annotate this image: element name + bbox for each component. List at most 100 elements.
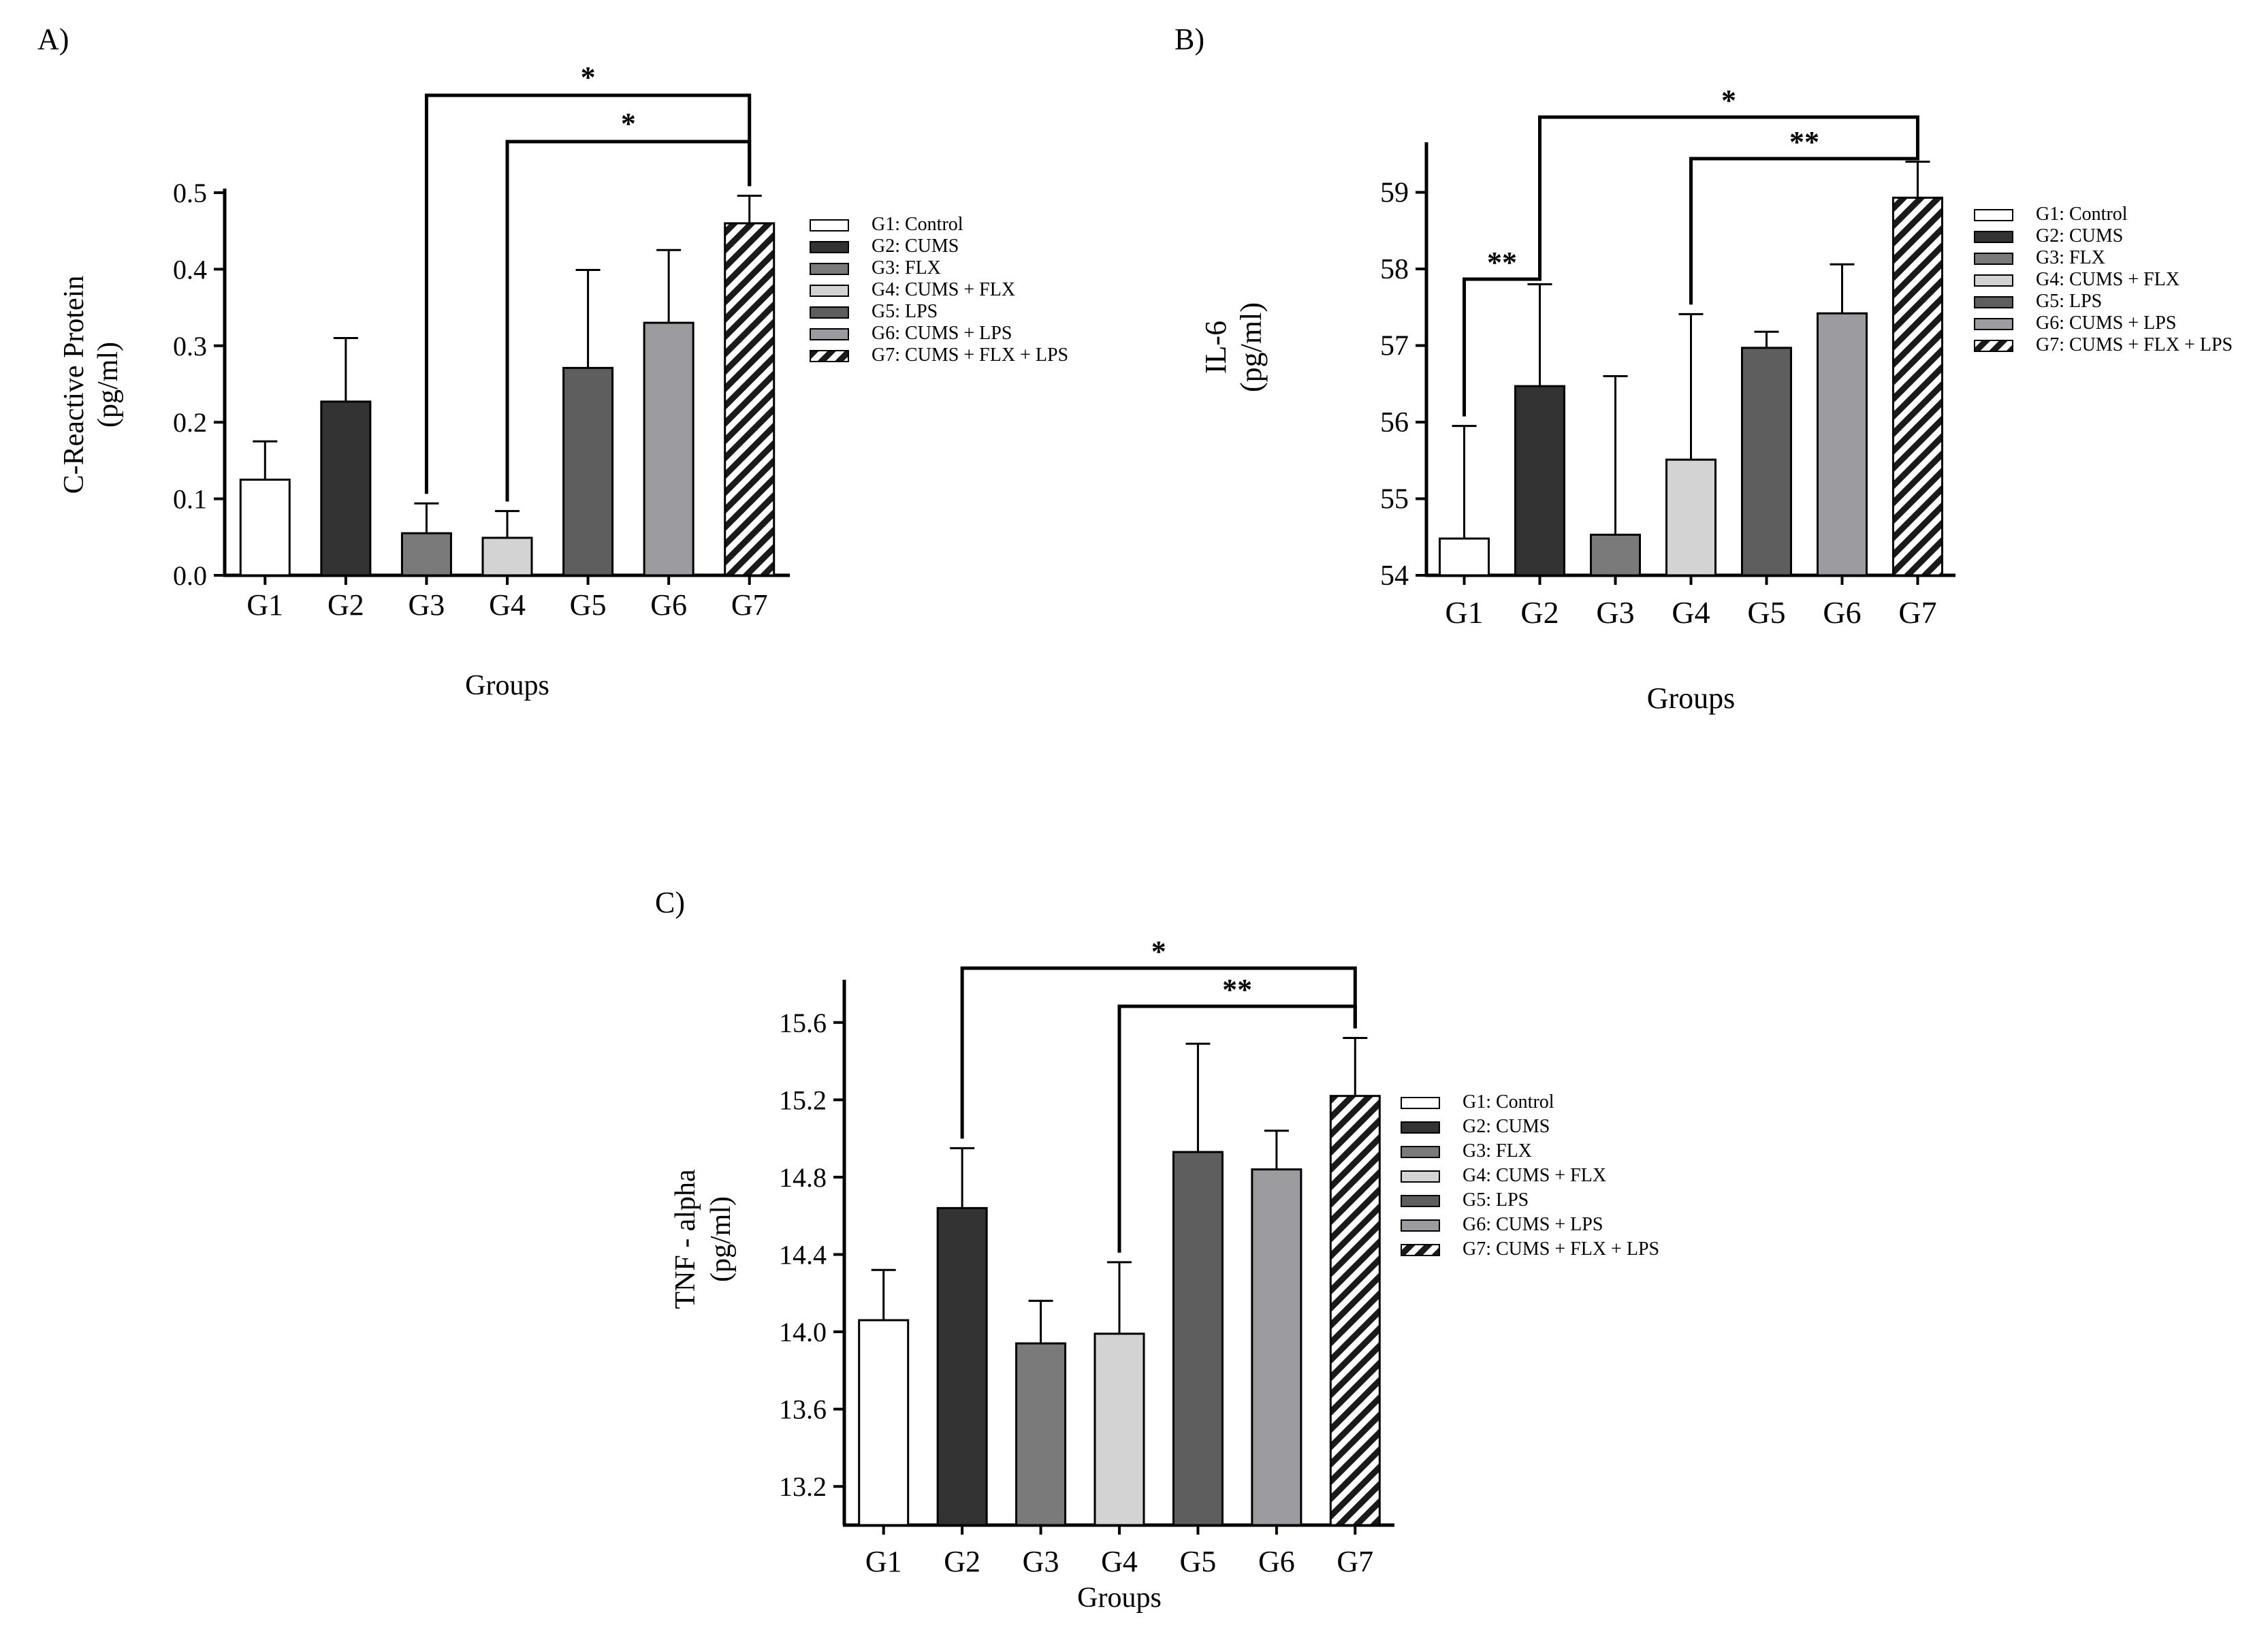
legend-label: G6: CUMS + LPS bbox=[872, 323, 1012, 344]
bar-g5 bbox=[1172, 1151, 1224, 1526]
y-tick-label: 56 bbox=[1380, 407, 1409, 438]
y-tick-label: 14.4 bbox=[779, 1240, 827, 1270]
significance-marker: * bbox=[1721, 84, 1736, 117]
panel-a-chart: A) 0.0 0.1 0.2 0.3 0.4 0.5 G1 G2 G3 G4 G5 G6 G7 Groups… bbox=[37, 22, 1068, 701]
y-tick-label: 0.0 bbox=[173, 560, 207, 591]
x-tick-label: G6 bbox=[1258, 1545, 1295, 1578]
y-tick-label: 0.3 bbox=[173, 331, 207, 362]
x-tick-label: G4 bbox=[489, 588, 526, 622]
x-tick-label: G2 bbox=[1520, 595, 1559, 630]
significance-bracket bbox=[1117, 1004, 1357, 1253]
x-tick-label: G2 bbox=[944, 1545, 980, 1578]
x-tick-label: G3 bbox=[1596, 595, 1634, 630]
legend-label: G6: CUMS + LPS bbox=[1463, 1214, 1603, 1235]
legend-label: G2: CUMS bbox=[1463, 1116, 1550, 1137]
bar-g5 bbox=[562, 366, 614, 577]
legend-label: G7: CUMS + FLX + LPS bbox=[872, 345, 1068, 366]
legend-swatch-g6 bbox=[810, 328, 849, 340]
legend-swatch-g5 bbox=[810, 306, 849, 319]
x-tick-label: G3 bbox=[1023, 1545, 1059, 1578]
bar-g7 bbox=[1329, 1095, 1381, 1526]
legend-label: G1: Control bbox=[872, 214, 963, 235]
panel-c-chart: C) 13.2 13.6 14.0 14.4 14.8 15.2 15.6 G1 G2 G3 G4 G5… bbox=[655, 886, 1659, 1614]
significance-bracket bbox=[505, 140, 752, 502]
legend-swatch-g4 bbox=[1974, 274, 2013, 287]
bar-g1 bbox=[239, 479, 291, 577]
panel-label: B) bbox=[1175, 22, 1204, 56]
bar-g3 bbox=[1015, 1342, 1067, 1526]
x-tick-label: G6 bbox=[650, 588, 687, 622]
x-tick-label: G5 bbox=[1747, 595, 1785, 630]
x-tick-label: G5 bbox=[1180, 1545, 1217, 1578]
x-axis-title: Groups bbox=[1077, 1582, 1162, 1614]
legend-label: G6: CUMS + LPS bbox=[2036, 313, 2176, 334]
legend-label: G2: CUMS bbox=[2036, 225, 2123, 246]
bar-g7 bbox=[724, 222, 776, 577]
x-tick-label: G7 bbox=[1898, 595, 1936, 630]
x-tick-label: G2 bbox=[328, 588, 364, 622]
x-tick-label: G1 bbox=[1445, 595, 1483, 630]
significance-bracket bbox=[1463, 274, 1542, 417]
significance-marker: * bbox=[621, 107, 636, 140]
y-tick-label: 54 bbox=[1380, 560, 1409, 592]
y-tick-label: 13.6 bbox=[779, 1394, 827, 1425]
panel-label: C) bbox=[655, 886, 685, 919]
y-tick-label: 15.2 bbox=[779, 1085, 827, 1115]
legend-label: G4: CUMS + FLX bbox=[872, 279, 1015, 300]
y-tick-label: 0.5 bbox=[173, 178, 207, 208]
bar-g6 bbox=[643, 321, 694, 577]
legend-label: G7: CUMS + FLX + LPS bbox=[2036, 334, 2233, 355]
y-axis-title: (pg/ml) bbox=[1234, 302, 1268, 392]
x-tick-label: G7 bbox=[731, 588, 768, 622]
bar-g4 bbox=[481, 537, 533, 577]
significance-marker: * bbox=[581, 61, 596, 94]
y-axis-title: (pg/ml) bbox=[93, 342, 124, 428]
y-tick-label: 58 bbox=[1380, 254, 1409, 285]
bar-g5 bbox=[1741, 347, 1792, 577]
bar-g3 bbox=[1590, 533, 1641, 577]
y-tick-label: 14.8 bbox=[779, 1162, 827, 1193]
y-tick-label: 57 bbox=[1380, 331, 1409, 362]
legend-label: G2: CUMS bbox=[872, 236, 959, 257]
significance-marker: ** bbox=[1222, 973, 1252, 1006]
y-tick-label: 0.2 bbox=[173, 407, 207, 438]
y-axis-title: (pg/ml) bbox=[705, 1196, 737, 1282]
y-tick-label: 0.1 bbox=[173, 484, 207, 515]
legend-swatch-g1 bbox=[810, 219, 849, 231]
x-tick-label: G4 bbox=[1672, 595, 1710, 630]
significance-marker: ** bbox=[1789, 125, 1819, 159]
bar-g4 bbox=[1665, 458, 1716, 577]
legend-label: G5: LPS bbox=[2036, 291, 2102, 312]
legend-swatch-g7 bbox=[1401, 1244, 1440, 1256]
y-tick-label: 55 bbox=[1380, 484, 1409, 515]
y-tick-label: 13.2 bbox=[779, 1471, 827, 1502]
bar-g7 bbox=[1892, 196, 1943, 577]
x-tick-label: G4 bbox=[1101, 1545, 1138, 1578]
legend-swatch-g5 bbox=[1401, 1195, 1440, 1207]
legend-swatch-g6 bbox=[1401, 1219, 1440, 1232]
x-axis-title: Groups bbox=[1647, 682, 1736, 715]
legend-swatch-g7 bbox=[1974, 340, 2013, 352]
significance-bracket bbox=[1538, 115, 1919, 275]
legend-swatch-g1 bbox=[1974, 209, 2013, 221]
legend-swatch-g2 bbox=[1401, 1121, 1440, 1134]
bar-g6 bbox=[1251, 1168, 1303, 1526]
x-tick-label: G1 bbox=[246, 588, 283, 622]
significance-marker: ** bbox=[1487, 246, 1517, 279]
legend-swatch-g3 bbox=[1401, 1146, 1440, 1158]
bar-g4 bbox=[1093, 1332, 1145, 1526]
y-tick-label: 59 bbox=[1380, 178, 1409, 209]
y-tick-label: 14.0 bbox=[779, 1317, 827, 1347]
legend-label: G3: FLX bbox=[1463, 1140, 1532, 1162]
bar-g1 bbox=[858, 1319, 910, 1526]
significance-bracket bbox=[1689, 152, 1919, 305]
legend-swatch-g2 bbox=[810, 241, 849, 253]
legend-label: G4: CUMS + FLX bbox=[1463, 1165, 1606, 1186]
bar-g6 bbox=[1817, 312, 1868, 577]
legend-swatch-g4 bbox=[1401, 1170, 1440, 1183]
legend-swatch-g3 bbox=[1974, 253, 2013, 265]
legend-swatch-g4 bbox=[810, 285, 849, 297]
legend-swatch-g7 bbox=[810, 350, 849, 362]
panel-label: A) bbox=[37, 22, 69, 56]
